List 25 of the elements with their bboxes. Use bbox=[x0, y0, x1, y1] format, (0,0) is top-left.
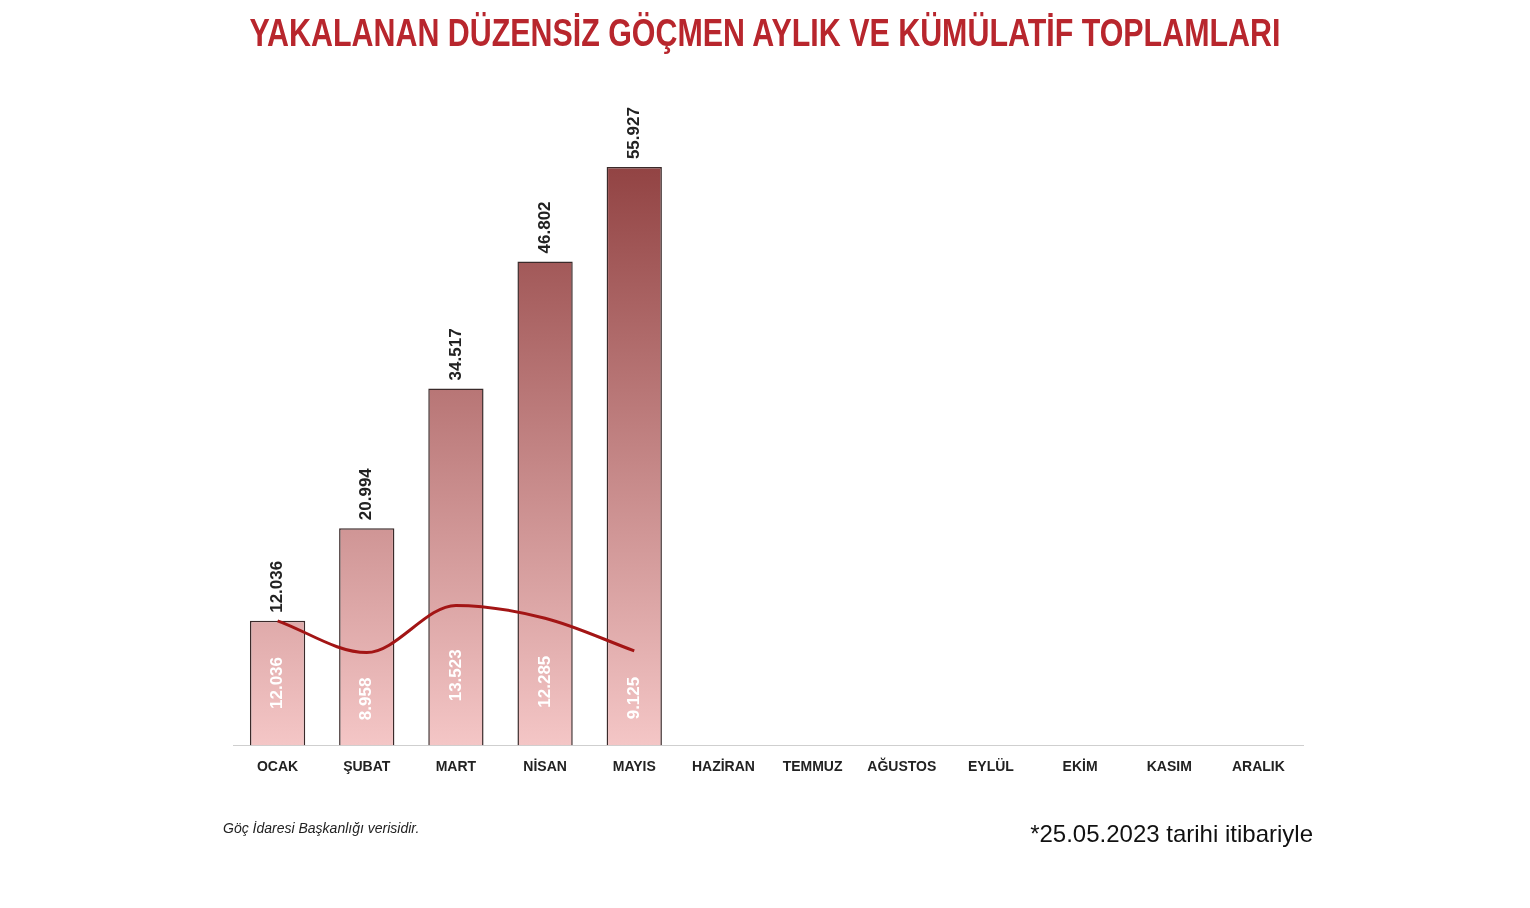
data-label: 55.927 bbox=[623, 107, 643, 160]
data-label: 8.958 bbox=[356, 677, 376, 721]
data-label: 9.125 bbox=[623, 676, 643, 720]
x-tick-label: EYLÜL bbox=[967, 758, 1015, 775]
x-tick-label: NİSAN bbox=[523, 758, 567, 775]
x-tick-label: OCAK bbox=[256, 758, 299, 775]
x-tick-label: MART bbox=[435, 758, 477, 775]
x-tick-label: TEMMUZ bbox=[782, 758, 843, 775]
data-label: 13.523 bbox=[445, 649, 465, 702]
text: Göç İdaresi Başkanlığı verisidir. bbox=[223, 820, 420, 838]
x-tick-label: EKİM bbox=[1062, 758, 1098, 775]
data-label: 12.036 bbox=[267, 560, 287, 613]
data-label: 20.994 bbox=[356, 467, 376, 521]
x-tick-label: AĞUSTOS bbox=[867, 757, 937, 775]
chart-title: YAKALANAN DÜZENSİZ GÖÇMEN AYLIK VE KÜMÜLATİF TOPLAMLARI bbox=[248, 12, 1282, 55]
data-label: 34.517 bbox=[445, 328, 465, 381]
x-tick-label: ARALIK bbox=[1231, 758, 1285, 775]
x-tick-label: HAZİRAN bbox=[691, 758, 755, 775]
x-tick-label: ŞUBAT bbox=[343, 758, 391, 775]
x-tick-label: KASIM bbox=[1146, 758, 1192, 775]
data-label: 12.036 bbox=[267, 656, 287, 709]
data-label: 12.285 bbox=[534, 655, 554, 708]
data-label: 46.802 bbox=[534, 201, 554, 254]
x-tick-label: MAYIS bbox=[612, 758, 656, 775]
text: *25.05.2023 tarihi itibariyle bbox=[1030, 820, 1313, 848]
